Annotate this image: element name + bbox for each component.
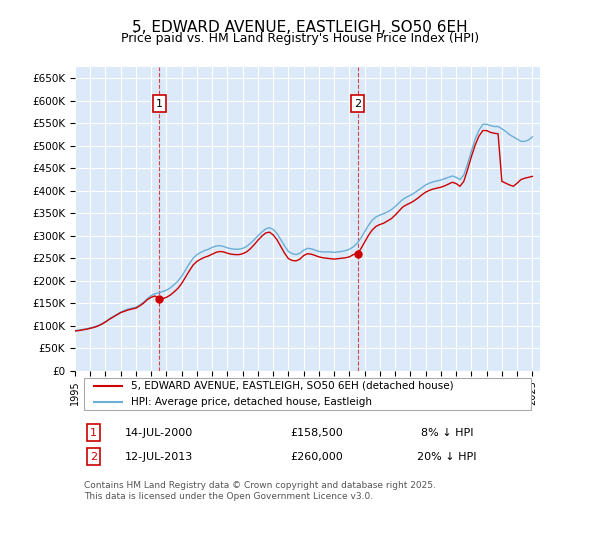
Text: 14-JUL-2000: 14-JUL-2000 [125,428,193,438]
Text: 2: 2 [354,99,361,109]
Text: 1: 1 [156,99,163,109]
Text: 1: 1 [90,428,97,438]
Text: 20% ↓ HPI: 20% ↓ HPI [417,452,477,461]
Text: Price paid vs. HM Land Registry's House Price Index (HPI): Price paid vs. HM Land Registry's House … [121,32,479,45]
FancyBboxPatch shape [84,377,531,410]
Text: £260,000: £260,000 [290,452,343,461]
Text: 5, EDWARD AVENUE, EASTLEIGH, SO50 6EH (detached house): 5, EDWARD AVENUE, EASTLEIGH, SO50 6EH (d… [131,381,454,391]
Text: 2: 2 [90,452,97,461]
Text: HPI: Average price, detached house, Eastleigh: HPI: Average price, detached house, East… [131,397,372,407]
Text: £158,500: £158,500 [290,428,343,438]
Text: 8% ↓ HPI: 8% ↓ HPI [421,428,473,438]
Text: Contains HM Land Registry data © Crown copyright and database right 2025.
This d: Contains HM Land Registry data © Crown c… [84,482,436,501]
Text: 5, EDWARD AVENUE, EASTLEIGH, SO50 6EH: 5, EDWARD AVENUE, EASTLEIGH, SO50 6EH [132,20,468,35]
Text: 12-JUL-2013: 12-JUL-2013 [125,452,193,461]
